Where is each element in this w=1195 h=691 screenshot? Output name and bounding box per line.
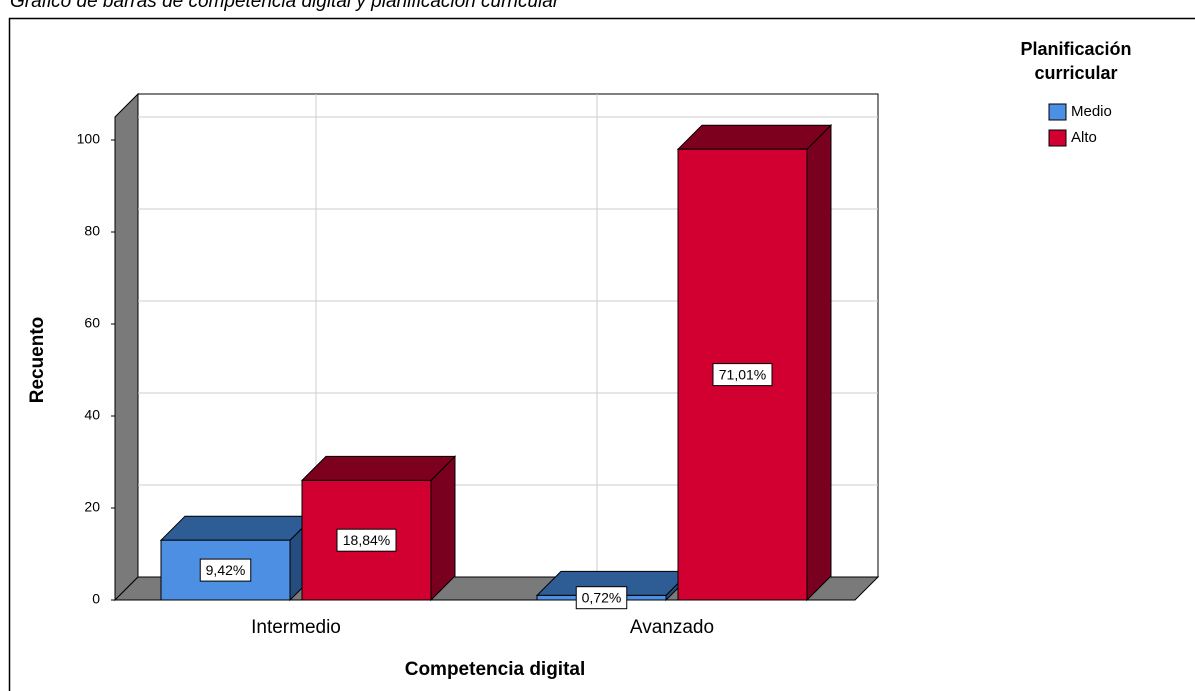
legend-title: Planificación: [1020, 39, 1131, 59]
legend-title: curricular: [1034, 63, 1117, 83]
x-axis-title: Competencia digital: [405, 659, 586, 680]
y-tick-label: 80: [84, 223, 100, 239]
y-tick-label: 60: [84, 315, 100, 331]
data-label-box: [712, 363, 773, 387]
legend-swatch: [1048, 129, 1067, 147]
x-tick-label: Avanzado: [630, 617, 714, 638]
y-tick-label: 40: [84, 407, 100, 423]
bar-top: [300, 455, 457, 481]
data-label-box: [336, 528, 397, 552]
data-label: 71,01%: [719, 366, 766, 382]
data-label: 9,42%: [206, 562, 246, 578]
bar-side: [430, 455, 456, 602]
data-label: 0,72%: [582, 589, 622, 605]
y-tick-label: 0: [92, 591, 100, 607]
bar-top: [676, 124, 833, 150]
y-axis-title: Recuento: [27, 317, 48, 404]
chart-frame: [8, 17, 1195, 691]
y-tick-label: 100: [77, 131, 101, 147]
legend-label: Medio: [1071, 103, 1112, 120]
data-label: 18,84%: [343, 532, 390, 548]
y-tick-label: 20: [84, 499, 100, 515]
legend-swatch: [1048, 103, 1067, 121]
side-wall: [114, 92, 139, 602]
legend-label: Alto: [1071, 129, 1097, 146]
chart-title: Gráfico de barras de competencia digital…: [10, 0, 560, 12]
data-label-box: [575, 586, 628, 610]
x-tick-label: Intermedio: [251, 617, 341, 638]
bar-top: [159, 515, 316, 541]
bar-side: [806, 123, 832, 602]
data-label-box: [199, 558, 252, 582]
